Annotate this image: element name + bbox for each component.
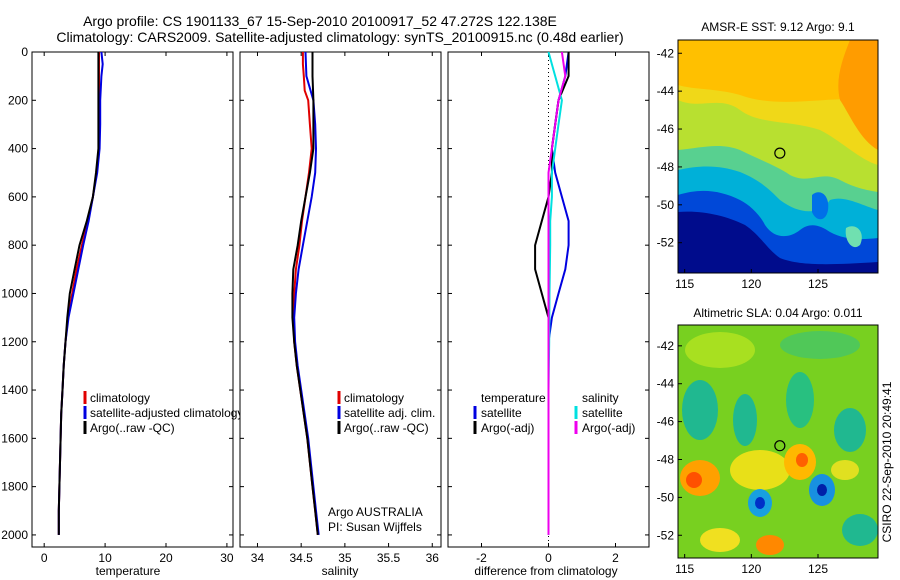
y-tick-label: -50 [657,490,675,504]
panel-sst-map: AMSR-E SST: 9.12 Argo: 9.1 115 120 125 -42 -… [657,20,879,291]
y-tick-label: -46 [657,122,675,136]
x-tick-label: 30 [220,551,234,565]
y-tick-label: -42 [657,339,675,353]
x-tick-label: 10 [98,551,112,565]
legend-label-satellite-adj: satellite adj. clim. [344,406,435,420]
xlabel-temperature: temperature [96,564,161,578]
y-tick-label: 0 [21,45,28,59]
panel-salinity: 34 34.5 35 35.5 36 salinity climatology sate… [239,51,442,578]
legend-salinity: climatology satellite adj. clim. Argo(..… [337,391,435,435]
sla-map-title: Altimetric SLA: 0.04 Argo: 0.011 [693,306,863,320]
axes-box-temperature [31,51,234,548]
y-tick-label: -48 [657,452,675,466]
legend-label-climatology: climatology [344,391,404,405]
panel-difference: -2 0 2 difference from climatology tempera… [447,51,650,578]
xlabel-difference: difference from climatology [474,564,617,578]
x-tick-label: 20 [159,551,173,565]
axes-box-salinity [239,51,442,548]
y-tick-label: 1200 [1,335,28,349]
legend-label-temp-argo: Argo(-adj) [481,421,534,435]
x-tick-label: 0 [545,551,552,565]
x-tick-label: 2 [612,551,619,565]
y-tick-label: 400 [8,142,28,156]
side-note: CSIRO 22-Sep-2010 20:49:41 [880,381,894,542]
x-tick-label: 35 [338,551,352,565]
panel-sla-map: Altimetric SLA: 0.04 Argo: 0.011 115 120 1… [657,306,879,576]
figure-title-line2: Climatology: CARS2009. Satellite-adjuste… [56,29,623,45]
y-tick-label: 800 [8,238,28,252]
series-line-salinity-argo-adj- [547,51,567,535]
sst-map-title: AMSR-E SST: 9.12 Argo: 9.1 [701,20,855,34]
argo-note-line1: Argo AUSTRALIA [328,505,423,519]
legend-temperature: climatology satellite-adjusted climatolo… [83,391,243,435]
x-tick-label: 125 [808,562,828,576]
y-tick-label: 200 [8,93,28,107]
y-tick-label: -42 [657,46,675,60]
xlabel-salinity: salinity [322,564,359,578]
y-tick-label: 1400 [1,383,28,397]
argo-note-line2: PI: Susan Wijffels [328,520,422,534]
y-tick-label: 2000 [1,528,28,542]
x-tick-label: 34 [251,551,265,565]
series-line-argo-raw-qc- [291,52,319,536]
axes-box-sst [677,39,879,274]
x-tick-label: 36 [426,551,440,565]
y-tick-label: -48 [657,160,675,174]
sst-heatmap-field [678,40,878,273]
x-tick-label: 0 [41,551,48,565]
x-tick-label: 125 [808,277,828,291]
panel-temperature: 0 10 20 30 0 200 400 600 800 1000 1200 1400 1600 1800… [1,45,243,578]
legend-label-climatology: climatology [90,391,150,405]
y-tick-label: 1600 [1,431,28,445]
x-tick-label: 120 [741,277,761,291]
legend-header-salinity: salinity [582,391,619,405]
legend-header-temperature: temperature [481,391,546,405]
y-tick-label: -44 [657,377,675,391]
figure-title-line1: Argo profile: CS 1901133_67 15-Sep-2010 … [83,13,557,29]
legend-label-satellite-adjusted: satellite-adjusted climatology [90,406,243,420]
legend-label-argo: Argo(..raw -QC) [344,421,429,435]
x-tick-label: -2 [476,551,487,565]
x-tick-label: 115 [675,562,694,576]
y-tick-label: 1800 [1,480,28,494]
x-tick-label: 35.5 [377,551,401,565]
legend-label-sal-satellite: satellite [582,406,623,420]
argo-location-marker-sst [774,147,786,159]
legend-label-temp-satellite: satellite [481,406,522,420]
y-tick-label: -52 [657,236,675,250]
argo-location-marker-sla [774,440,786,452]
y-tick-label: 600 [8,190,28,204]
axes-box-sla [677,324,879,559]
legend-difference: temperature satellite Argo(-adj) salinit… [473,391,635,435]
y-tick-label: -44 [657,84,675,98]
y-tick-label: -52 [657,528,675,542]
x-tick-label: 120 [741,562,761,576]
y-tick-label: -46 [657,415,675,429]
y-tick-label: -50 [657,198,675,212]
y-tick-label: 1000 [1,286,28,300]
series-line-argo-raw-qc- [57,52,100,535]
legend-label-argo: Argo(..raw -QC) [90,421,175,435]
x-tick-label: 115 [675,277,694,291]
x-tick-label: 34.5 [289,551,313,565]
legend-label-sal-argo: Argo(-adj) [582,421,635,435]
